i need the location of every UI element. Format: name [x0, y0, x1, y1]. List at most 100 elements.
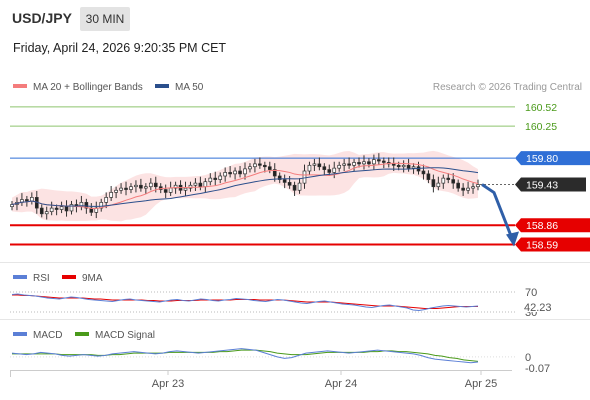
candle-body [381, 160, 386, 163]
candle-body [213, 177, 218, 180]
candle-body [39, 207, 44, 215]
ma20-line [11, 162, 479, 210]
candle-body [406, 164, 411, 169]
instrument-title: USD/JPY [12, 10, 72, 26]
rsi-last-value: 42.23 [524, 302, 552, 314]
legend-swatch-ma50 [155, 84, 169, 88]
candle-body [317, 163, 322, 168]
legend-label-rsi: RSI [33, 273, 50, 284]
candle-body [124, 187, 128, 190]
candle-body [322, 166, 327, 170]
legend-label-ma50: MA 50 [175, 82, 204, 93]
candle-body [297, 182, 302, 191]
candle-body [461, 187, 465, 191]
candle-body [362, 161, 366, 165]
level-tag-2 [515, 151, 590, 166]
level-tag-5 [515, 237, 590, 252]
candle-body [446, 177, 451, 180]
candle-body [44, 211, 49, 215]
level-tag-3 [515, 177, 586, 192]
candle-body [193, 182, 198, 186]
candle-body [282, 179, 287, 183]
candle-body [109, 192, 113, 198]
candle-body [466, 187, 470, 191]
candle-body [401, 164, 406, 168]
candle-body [69, 204, 74, 212]
x-axis-ticks: Apr 23 Apr 24 Apr 25 [152, 370, 497, 390]
legend-swatch-macd [13, 332, 27, 336]
candle-body [292, 184, 297, 191]
candle-body [263, 164, 267, 168]
candle-body [277, 175, 282, 180]
candle-body [208, 177, 213, 183]
candle-body [223, 172, 227, 177]
candle-body [287, 182, 292, 186]
legend-swatch-ma20 [13, 84, 27, 88]
macd-zero-label: 0 [525, 352, 531, 364]
candle-body [431, 179, 436, 188]
candle-body [327, 169, 332, 173]
candle-body [357, 162, 361, 165]
candle-body [129, 186, 133, 190]
candle-body [456, 182, 460, 189]
candle-body [337, 164, 342, 169]
candle-body [163, 189, 168, 193]
candle-body [302, 170, 307, 184]
candle-body [148, 182, 153, 188]
candle-body [367, 161, 371, 165]
candle-body [426, 173, 431, 180]
candle-body [30, 197, 34, 202]
rsi-9ma-line [12, 294, 478, 309]
legend-swatch-9ma [62, 275, 76, 279]
candle-body [218, 175, 223, 180]
candle-body [421, 170, 426, 175]
x-tick-label: Apr 23 [152, 378, 184, 390]
candle-body [471, 186, 475, 189]
candle-body [64, 206, 69, 212]
candle-body [451, 179, 456, 184]
candle-body [441, 177, 446, 184]
candle-body [436, 182, 441, 188]
candle-body [253, 163, 257, 168]
candle-body [198, 182, 203, 188]
candle-body [347, 163, 351, 166]
candle-body [243, 168, 247, 175]
candle-body [332, 167, 337, 173]
candle-body [372, 159, 376, 165]
level-label-4: 158.86 [526, 220, 558, 232]
legend-swatch-macd-signal [75, 332, 89, 336]
level-label-3: 159.43 [526, 180, 558, 192]
level-label-2: 159.80 [526, 153, 558, 165]
macd-panel: 0-0.07 [10, 348, 550, 375]
candle-body [59, 206, 64, 210]
candle-body [188, 184, 193, 189]
legend-swatch-rsi [13, 275, 27, 279]
candle-body [272, 169, 277, 177]
candle-body [476, 184, 480, 188]
price-panel: 160.52 160.25 159.80 159.43 158.86 158.59 [10, 102, 590, 252]
credit-text: Research © 2026 Trading Central [433, 82, 582, 93]
candle-body [377, 159, 381, 162]
legend-label-macd: MACD [33, 330, 62, 341]
timeframe-button[interactable]: 30 MIN [80, 7, 130, 31]
macd-signal-line [12, 349, 479, 362]
rsi-last-bg [522, 300, 556, 312]
rsi-level-label: 70 [525, 287, 537, 299]
rsi-line [11, 293, 479, 312]
candle-body [312, 163, 317, 166]
candle-body [49, 207, 54, 213]
level-label-5: 158.59 [526, 239, 558, 251]
x-tick-label: Apr 25 [465, 378, 497, 390]
candle-body [352, 162, 356, 166]
level-tag-4 [515, 218, 590, 233]
legend-label-macd-signal: MACD Signal [95, 330, 155, 341]
ma50-line [11, 167, 479, 207]
legend-label-ma20: MA 20 + Bollinger Bands [33, 82, 143, 93]
candle-body [248, 166, 252, 170]
candle-body [173, 184, 178, 189]
candle-body [139, 184, 143, 189]
level-label-1: 160.25 [525, 121, 557, 133]
candle-body [134, 184, 138, 188]
